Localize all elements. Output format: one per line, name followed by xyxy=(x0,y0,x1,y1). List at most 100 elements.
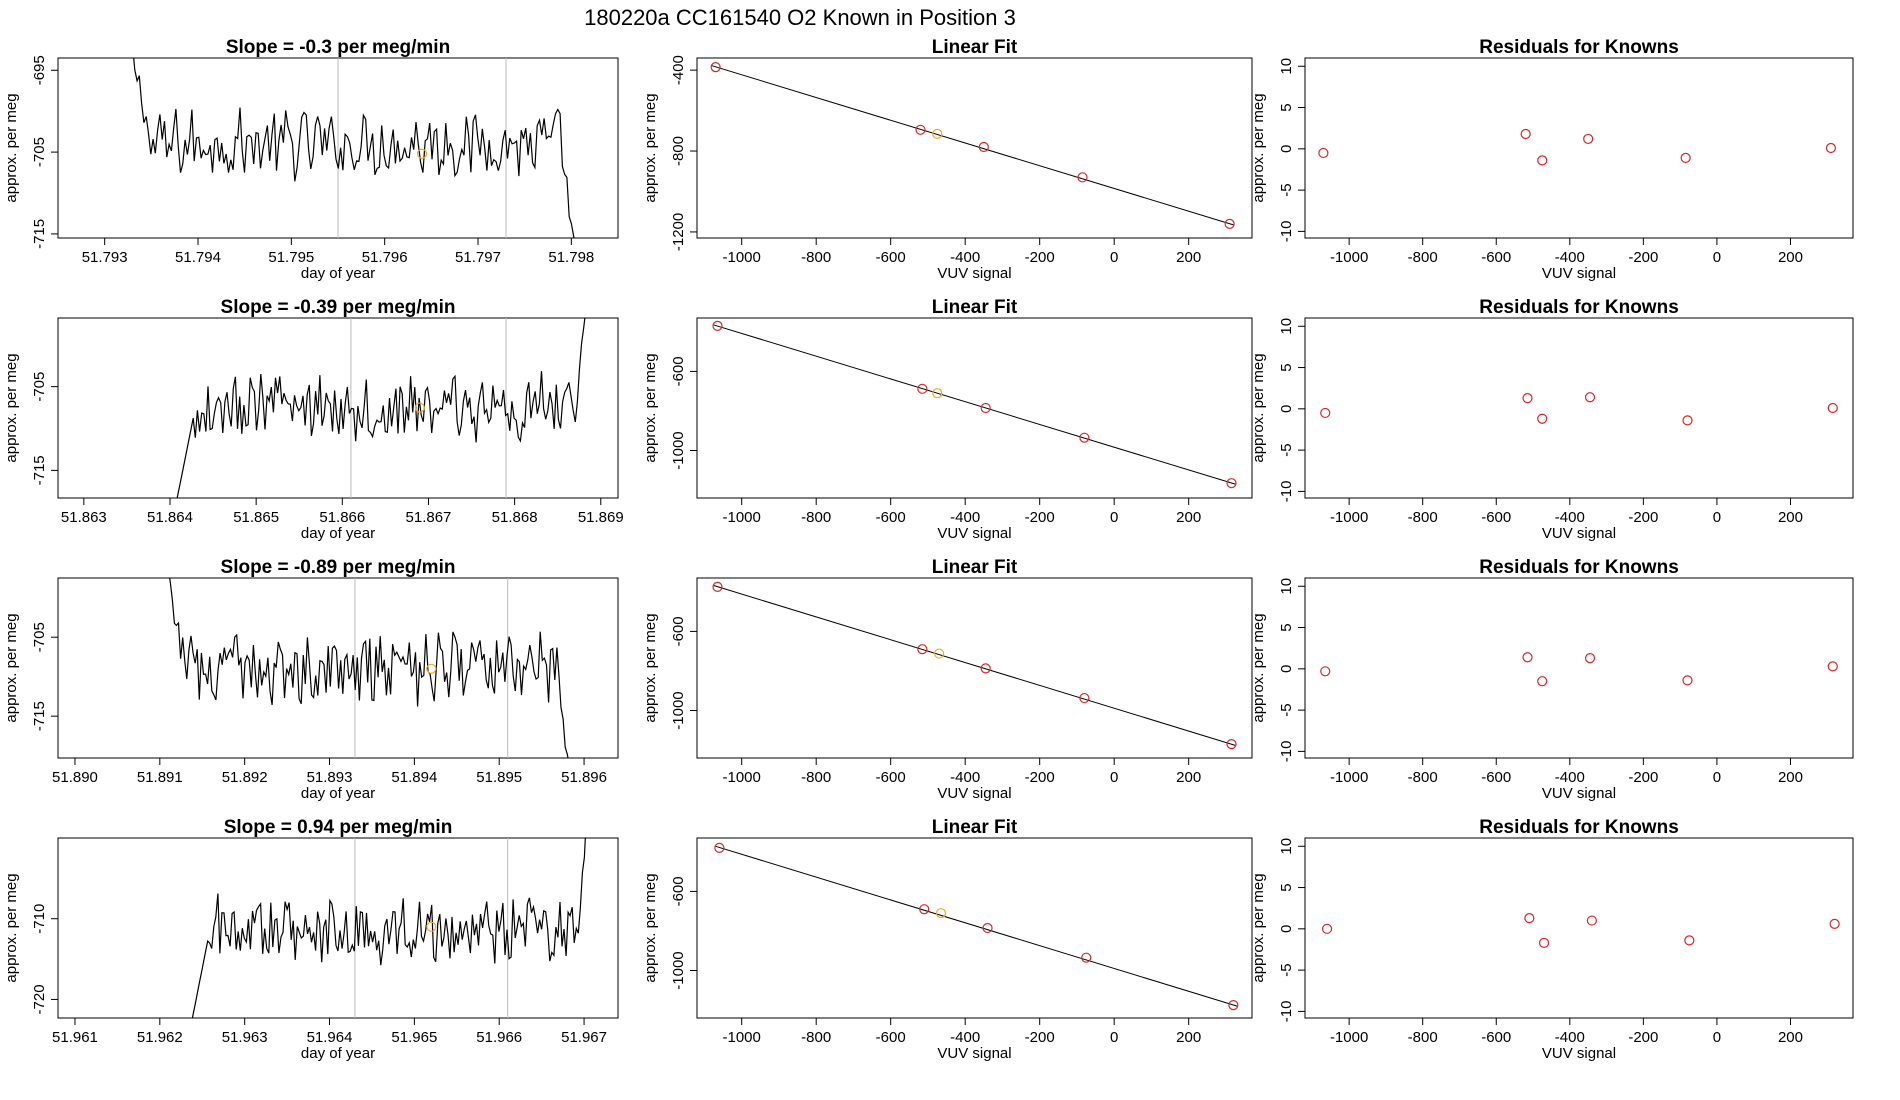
x-tick-label: -800 xyxy=(801,1029,831,1046)
x-tick-label: 0 xyxy=(1110,1029,1118,1046)
x-tick-label: 51.967 xyxy=(561,1029,607,1046)
y-tick-label: 10 xyxy=(1278,58,1295,75)
x-tick-label: -1000 xyxy=(723,249,761,266)
x-tick-label: 51.797 xyxy=(455,249,501,266)
highlight-point xyxy=(414,402,425,413)
y-tick-label: 5 xyxy=(1278,103,1295,111)
y-tick-label: -10 xyxy=(1278,741,1295,763)
y-tick-label: -1200 xyxy=(670,213,687,251)
x-tick-label: -1000 xyxy=(723,769,761,786)
data-point xyxy=(1684,935,1695,946)
plot-frame xyxy=(1304,837,1854,1019)
y-tick-label: 10 xyxy=(1278,578,1295,595)
x-axis-label: VUV signal xyxy=(937,525,1011,542)
x-tick-label: 51.893 xyxy=(307,769,353,786)
highlight-point xyxy=(935,908,947,919)
plot-data xyxy=(714,842,1239,1011)
y-axis-label: approx. per meg xyxy=(1250,613,1267,722)
data-point xyxy=(1682,675,1693,686)
panel-title: Linear Fit xyxy=(932,297,1018,318)
x-tick-label: -600 xyxy=(876,769,906,786)
data-point xyxy=(1320,666,1331,677)
x-tick-label: -600 xyxy=(1481,1029,1511,1046)
x-tick-label: 200 xyxy=(1778,1029,1803,1046)
y-axis-label: approx. per meg xyxy=(1250,873,1267,982)
x-tick-label: 0 xyxy=(1713,769,1721,786)
highlight-point xyxy=(426,921,437,932)
data-point xyxy=(982,922,993,934)
x-tick-label: 51.869 xyxy=(578,509,624,526)
data-point xyxy=(1827,402,1838,414)
y-tick-label: -600 xyxy=(670,876,687,906)
fit-line xyxy=(715,845,1238,1007)
panel-3-3: Residuals for Knowns-1000 -800 -600 -400 -20… xyxy=(1250,557,1854,802)
x-tick-label: 51.892 xyxy=(222,769,268,786)
data-point xyxy=(1522,652,1533,663)
x-tick-label: -1000 xyxy=(1330,1029,1368,1046)
x-tick-label: 0 xyxy=(1110,249,1118,266)
time-series-line xyxy=(176,318,586,498)
plot-frame xyxy=(696,577,1253,759)
x-tick-label: 51.961 xyxy=(52,1029,98,1046)
y-axis-label: approx. per meg xyxy=(642,613,659,722)
x-axis-label: VUV signal xyxy=(1542,785,1616,802)
y-tick-label: -715 xyxy=(31,701,48,731)
x-tick-label: -600 xyxy=(876,1029,906,1046)
plot-frame xyxy=(1304,317,1854,499)
plot-data xyxy=(133,58,575,238)
x-tick-label: 51.868 xyxy=(492,509,538,526)
x-tick-label: 51.794 xyxy=(175,249,221,266)
panel-1-1: Slope = -0.3 per meg/min 51.793 51.794 51.7… xyxy=(3,37,619,282)
x-tick-label: -200 xyxy=(1025,509,1055,526)
panel-3-2: Linear Fit -1000 -800 -600 -400 -200 0 200 -600 -… xyxy=(642,557,1253,802)
y-axis-label: approx. per meg xyxy=(1250,353,1267,462)
x-tick-label: -600 xyxy=(1481,249,1511,266)
x-tick-label: 51.964 xyxy=(307,1029,353,1046)
x-tick-label: 51.962 xyxy=(137,1029,183,1046)
highlight-point xyxy=(426,663,437,674)
y-tick-label: -705 xyxy=(31,372,48,402)
y-tick-label: 10 xyxy=(1278,318,1295,335)
x-tick-label: -400 xyxy=(950,509,980,526)
y-tick-label: -1000 xyxy=(670,691,687,729)
plot-data xyxy=(1320,652,1838,687)
highlight-point xyxy=(416,148,428,159)
y-tick-label: -705 xyxy=(31,622,48,652)
x-tick-label: 51.891 xyxy=(137,769,183,786)
y-tick-label: 0 xyxy=(1278,665,1295,673)
y-tick-label: -10 xyxy=(1278,221,1295,243)
data-point xyxy=(1680,152,1691,164)
x-tick-label: 51.965 xyxy=(391,1029,437,1046)
x-tick-label: 0 xyxy=(1713,509,1721,526)
x-tick-label: 200 xyxy=(1778,249,1803,266)
y-axis-label: approx. per meg xyxy=(642,93,659,202)
x-tick-label: 51.793 xyxy=(82,249,128,266)
x-tick-label: -200 xyxy=(1628,249,1658,266)
y-axis-label: approx. per meg xyxy=(3,93,20,202)
data-point xyxy=(919,904,930,915)
x-tick-label: 200 xyxy=(1176,1029,1201,1046)
plot-data xyxy=(1318,128,1837,166)
data-point xyxy=(1079,432,1090,443)
y-tick-label: -10 xyxy=(1278,1001,1295,1023)
x-tick-label: -800 xyxy=(1408,1029,1438,1046)
x-tick-label: -800 xyxy=(1408,249,1438,266)
data-point xyxy=(1320,407,1331,419)
plot-data xyxy=(169,578,569,758)
panel-3-1: Slope = -0.89 per meg/min 51.890 51.891 51.… xyxy=(3,557,619,802)
y-tick-label: -715 xyxy=(31,455,48,485)
panel-title: Linear Fit xyxy=(932,817,1018,838)
x-axis-label: VUV signal xyxy=(1542,525,1616,542)
data-point xyxy=(1537,413,1548,424)
x-tick-label: -800 xyxy=(1408,769,1438,786)
x-tick-label: -1000 xyxy=(723,509,761,526)
x-tick-label: -1000 xyxy=(723,1029,761,1046)
panel-title: Slope = -0.3 per meg/min xyxy=(226,37,450,58)
x-tick-label: 200 xyxy=(1176,509,1201,526)
x-tick-label: -400 xyxy=(1555,1029,1585,1046)
y-tick-label: 0 xyxy=(1278,405,1295,413)
data-point xyxy=(1584,392,1596,403)
panel-2-2: Linear Fit -1000 -800 -600 -400 -200 0 200 -600 -… xyxy=(642,297,1253,542)
highlight-point xyxy=(934,648,945,659)
panel-1-3: Residuals for Knowns-1000 -800 -600 -400 -20… xyxy=(1250,37,1854,282)
